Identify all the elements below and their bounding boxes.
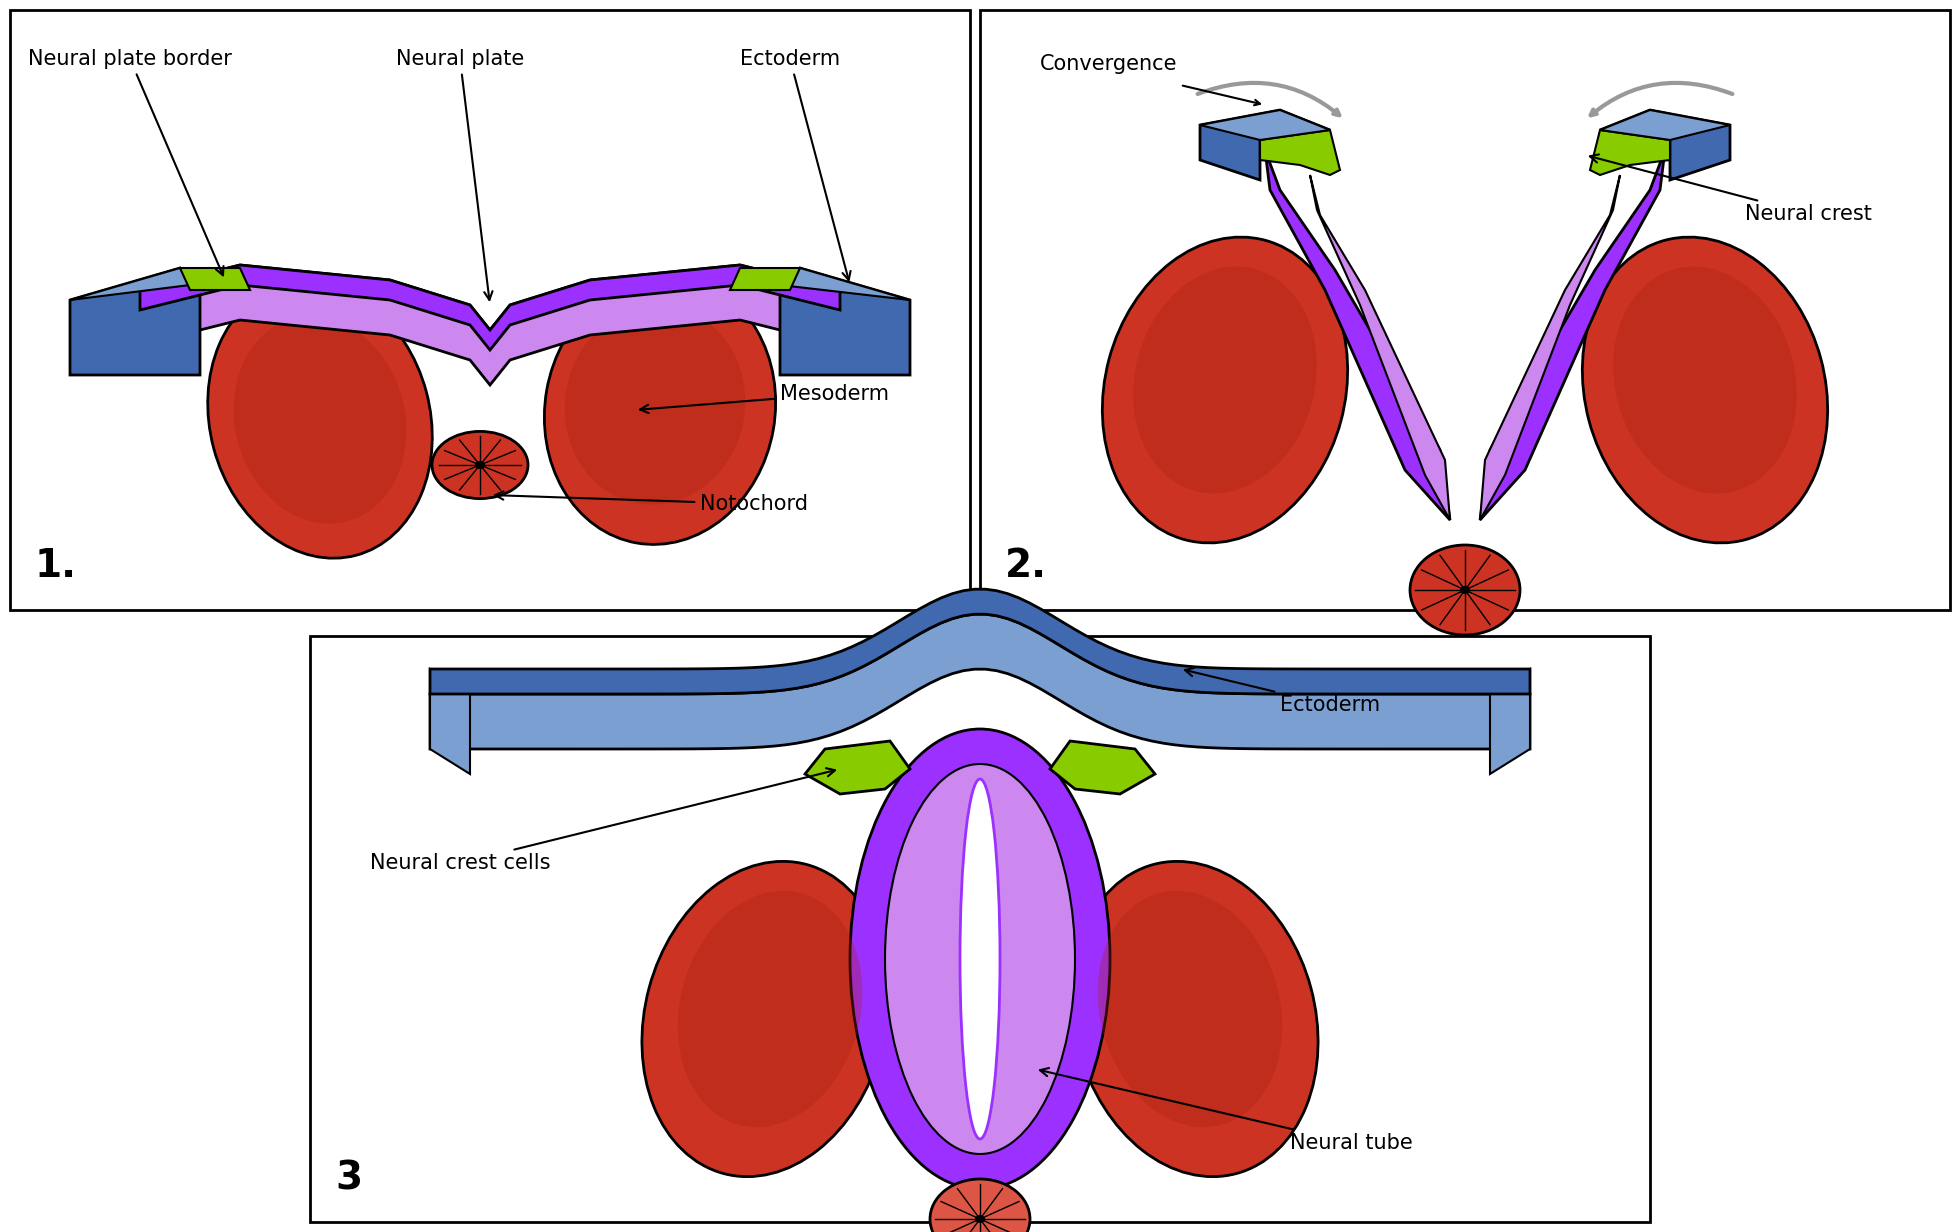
Ellipse shape: [1460, 586, 1470, 594]
FancyBboxPatch shape: [10, 10, 970, 610]
Polygon shape: [780, 269, 909, 301]
Text: Neural plate border: Neural plate border: [27, 49, 231, 275]
Text: 3: 3: [335, 1159, 363, 1198]
Ellipse shape: [233, 317, 406, 524]
Ellipse shape: [208, 282, 433, 558]
Polygon shape: [1264, 150, 1450, 520]
Polygon shape: [1200, 110, 1331, 180]
Ellipse shape: [974, 1215, 986, 1223]
Polygon shape: [1490, 669, 1531, 774]
Ellipse shape: [960, 779, 1000, 1140]
Ellipse shape: [1133, 266, 1317, 494]
Polygon shape: [1309, 175, 1450, 520]
Ellipse shape: [1072, 861, 1317, 1177]
Ellipse shape: [1098, 891, 1282, 1127]
Ellipse shape: [1409, 545, 1521, 634]
Text: Mesoderm: Mesoderm: [641, 384, 890, 413]
Ellipse shape: [474, 461, 484, 469]
Text: Convergence: Convergence: [1041, 54, 1178, 74]
FancyBboxPatch shape: [310, 636, 1650, 1222]
Text: Notochord: Notochord: [496, 492, 808, 514]
Polygon shape: [1200, 110, 1331, 140]
Text: Neural plate: Neural plate: [396, 49, 523, 299]
Polygon shape: [139, 265, 841, 350]
Text: 1.: 1.: [35, 547, 76, 585]
Polygon shape: [1051, 740, 1154, 793]
Polygon shape: [71, 269, 200, 375]
Text: Neural crest: Neural crest: [1590, 154, 1872, 224]
Ellipse shape: [1102, 237, 1348, 543]
Ellipse shape: [1582, 237, 1827, 543]
Polygon shape: [429, 669, 470, 774]
Text: Neural tube: Neural tube: [1041, 1068, 1413, 1153]
Ellipse shape: [1613, 266, 1797, 494]
Ellipse shape: [431, 431, 527, 499]
Ellipse shape: [929, 1179, 1031, 1232]
Polygon shape: [1599, 110, 1731, 180]
Ellipse shape: [678, 891, 862, 1127]
Ellipse shape: [643, 861, 888, 1177]
Polygon shape: [806, 740, 909, 793]
Ellipse shape: [851, 729, 1109, 1189]
Ellipse shape: [545, 276, 776, 545]
Polygon shape: [729, 269, 800, 290]
Polygon shape: [429, 615, 1531, 749]
Polygon shape: [139, 265, 841, 384]
Polygon shape: [1260, 131, 1341, 175]
Text: 2.: 2.: [1005, 547, 1047, 585]
Polygon shape: [1480, 150, 1664, 520]
Text: Ectoderm: Ectoderm: [741, 49, 851, 280]
Ellipse shape: [564, 306, 745, 505]
Polygon shape: [1480, 175, 1621, 520]
Polygon shape: [780, 269, 909, 375]
Polygon shape: [71, 269, 190, 301]
Text: Neural crest cells: Neural crest cells: [370, 769, 835, 873]
FancyBboxPatch shape: [980, 10, 1950, 610]
Text: Ectoderm: Ectoderm: [1186, 668, 1380, 715]
Polygon shape: [1599, 110, 1731, 140]
Polygon shape: [429, 589, 1531, 694]
Ellipse shape: [886, 764, 1074, 1154]
Polygon shape: [180, 269, 251, 290]
Polygon shape: [1590, 131, 1670, 175]
